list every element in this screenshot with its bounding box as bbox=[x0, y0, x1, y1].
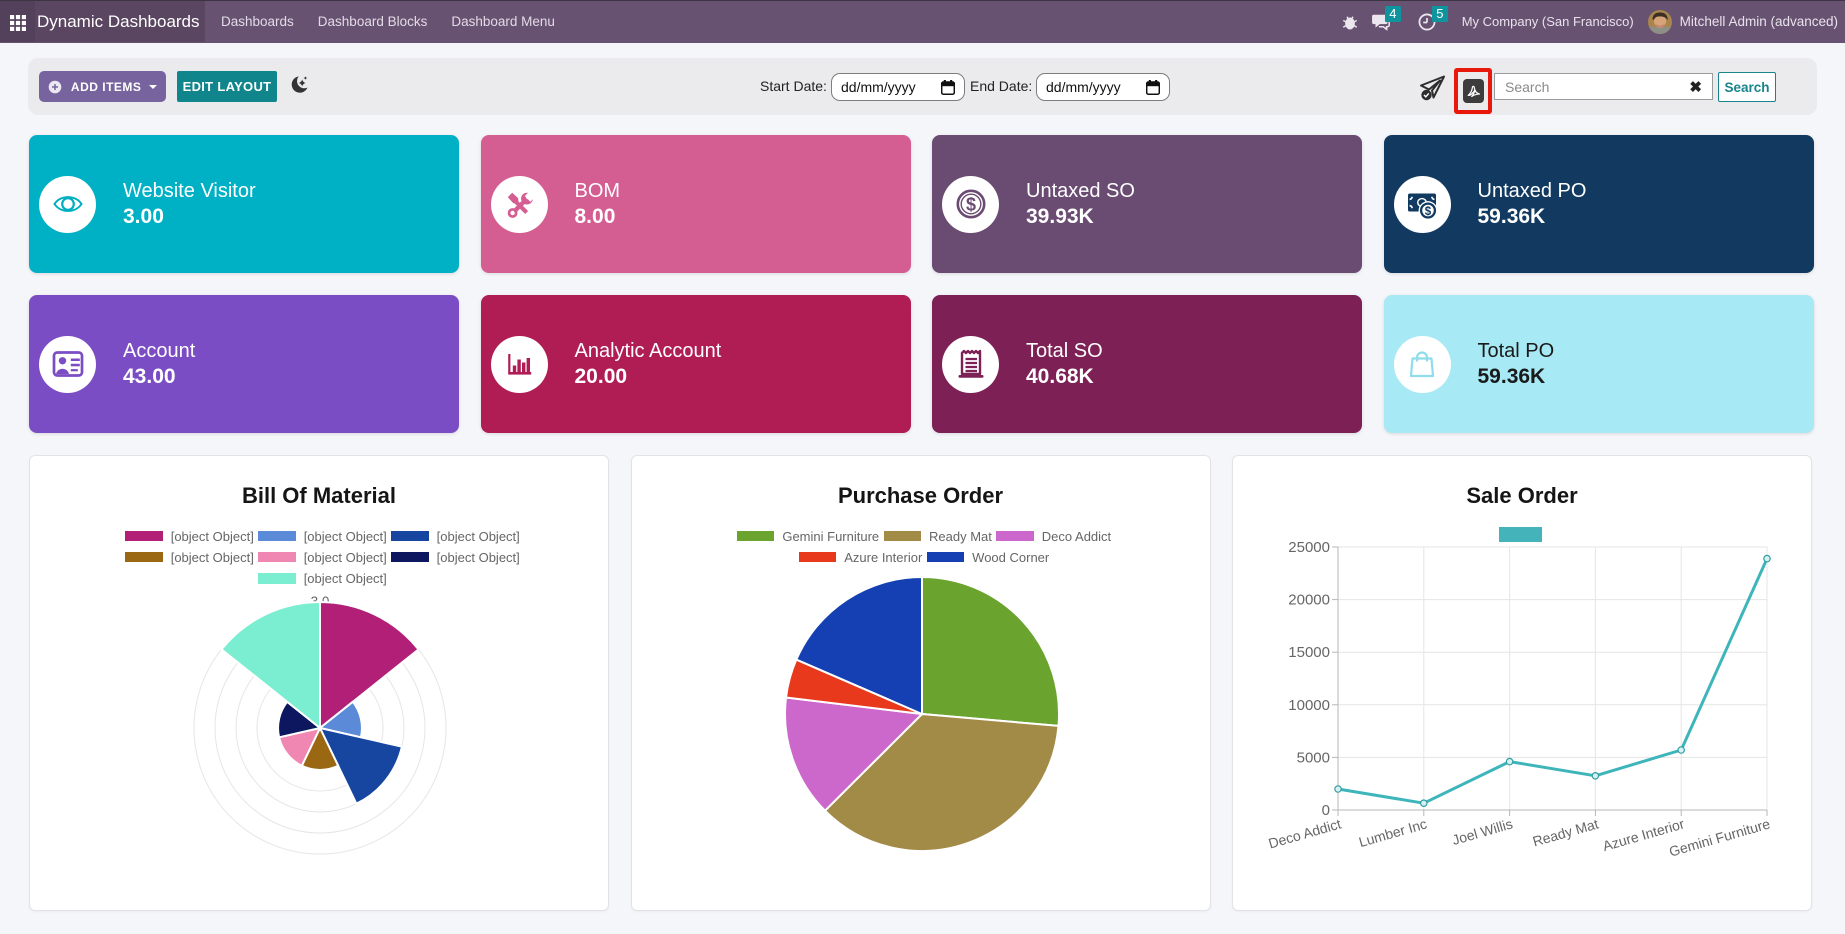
svg-text:5000: 5000 bbox=[1297, 749, 1330, 766]
svg-text:$: $ bbox=[965, 195, 975, 215]
svg-text:20000: 20000 bbox=[1288, 592, 1330, 609]
svg-text:15000: 15000 bbox=[1288, 644, 1330, 661]
svg-text:$: $ bbox=[1425, 206, 1432, 218]
svg-text:Ready Mat: Ready Mat bbox=[1531, 815, 1601, 849]
svg-text:25000: 25000 bbox=[1288, 539, 1330, 556]
svg-text:10000: 10000 bbox=[1288, 697, 1330, 714]
svg-text:Lumber Inc: Lumber Inc bbox=[1357, 816, 1429, 851]
svg-text:Joel Willis: Joel Willis bbox=[1450, 816, 1514, 849]
svg-text:0: 0 bbox=[1322, 802, 1330, 819]
svg-text:Deco Addict: Deco Addict bbox=[1267, 815, 1343, 851]
